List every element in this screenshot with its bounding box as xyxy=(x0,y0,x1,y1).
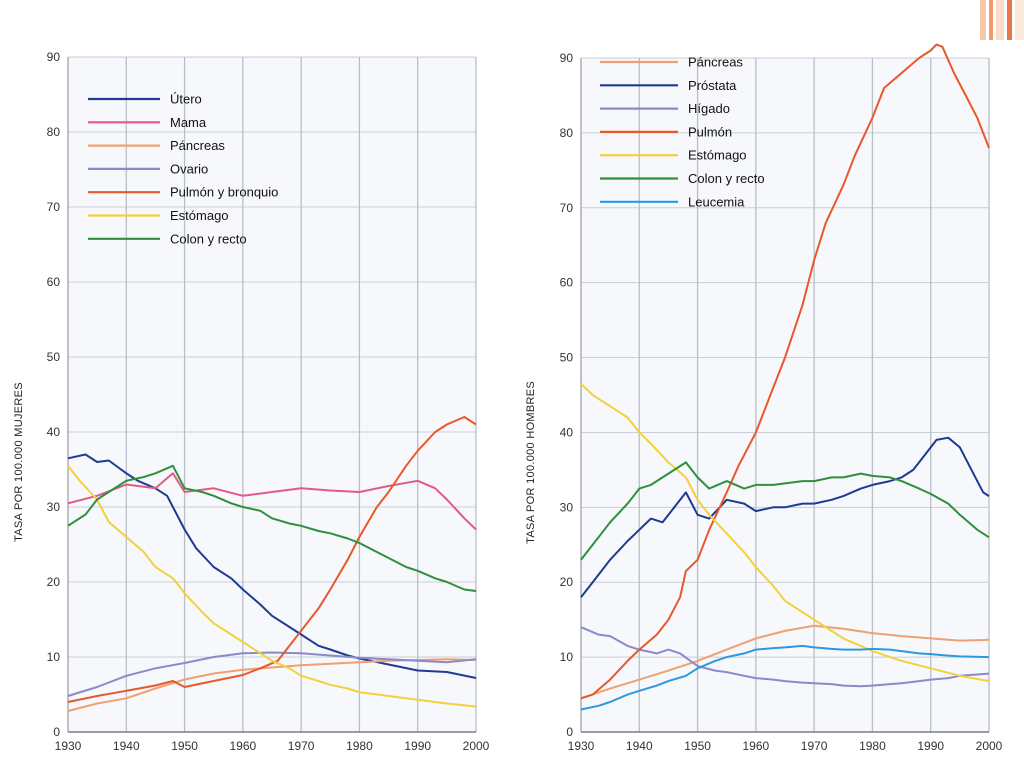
legend-label: Hígado xyxy=(688,101,730,116)
x-tick-label: 1930 xyxy=(568,739,595,753)
series-line xyxy=(580,383,990,683)
y-tick-label: 70 xyxy=(560,201,574,215)
y-tick-label: 40 xyxy=(560,425,574,439)
x-tick-label: 1960 xyxy=(230,739,257,753)
x-tick-label: 1940 xyxy=(113,739,140,753)
y-tick-label: 30 xyxy=(560,500,574,514)
y-tick-label: 20 xyxy=(47,575,61,589)
legend-label: Pulmón xyxy=(688,124,732,139)
x-tick-label: 1990 xyxy=(404,739,431,753)
slide-top-bar xyxy=(0,0,980,28)
x-tick-label: 1940 xyxy=(626,739,653,753)
series-line xyxy=(580,436,990,598)
y-tick-label: 10 xyxy=(47,650,61,664)
series-line xyxy=(580,43,990,700)
series-line xyxy=(67,416,477,703)
y-tick-label: 20 xyxy=(560,575,574,589)
x-tick-label: 1950 xyxy=(171,739,198,753)
slide-decoration xyxy=(980,0,1024,40)
y-tick-label: 50 xyxy=(560,351,574,365)
x-tick-label: 1970 xyxy=(288,739,315,753)
y-tick-label: 60 xyxy=(560,276,574,290)
y-tick-label: 40 xyxy=(47,425,61,439)
y-tick-label: 90 xyxy=(560,51,574,65)
x-tick-label: 1990 xyxy=(917,739,944,753)
series-line xyxy=(67,464,477,592)
series-line xyxy=(580,624,990,700)
series-line xyxy=(67,472,477,531)
y-tick-label: 60 xyxy=(47,275,61,289)
series-line xyxy=(67,651,477,697)
y-tick-label: 90 xyxy=(47,50,61,64)
y-axis-label: TASA POR 100.000 MUJERES xyxy=(13,382,25,542)
x-tick-label: 1950 xyxy=(684,739,711,753)
y-tick-label: 0 xyxy=(53,725,60,739)
x-tick-label: 1980 xyxy=(859,739,886,753)
x-tick-label: 2000 xyxy=(976,739,1003,753)
plot-area xyxy=(581,58,989,732)
x-tick-label: 1930 xyxy=(55,739,82,753)
plot-area xyxy=(68,57,476,732)
y-tick-label: 80 xyxy=(560,126,574,140)
legend-label: Mama xyxy=(170,115,207,130)
legend-label: Pulmón y bronquio xyxy=(170,185,278,200)
legend-label: Páncreas xyxy=(688,55,743,70)
y-tick-label: 50 xyxy=(47,350,61,364)
y-tick-label: 0 xyxy=(566,725,573,739)
y-tick-label: 70 xyxy=(47,200,61,214)
chart-women: 0 10 20 30 40 50 60 70 80 90 1930 1940 1950 1960 1970 1… xyxy=(13,50,490,753)
legend-label: Ovario xyxy=(170,161,208,176)
legend-label: Páncreas xyxy=(170,138,225,153)
legend-label: Colon y recto xyxy=(170,231,247,246)
series-line xyxy=(67,465,477,708)
series-line xyxy=(580,644,990,711)
y-tick-label: 30 xyxy=(47,500,61,514)
y-axis-label: TASA POR 100.000 HOMBRES xyxy=(525,381,537,544)
legend-label: Estómago xyxy=(688,148,747,163)
x-tick-label: 2000 xyxy=(463,739,490,753)
x-tick-label: 1980 xyxy=(346,739,373,753)
y-tick-label: 80 xyxy=(47,125,61,139)
chart-men: 0 10 20 30 40 50 60 70 80 90 1930 1940 1950 1960 1970 1… xyxy=(525,43,1003,753)
legend-label: Colon y recto xyxy=(688,171,765,186)
legend-label: Útero xyxy=(170,92,202,107)
x-tick-label: 1960 xyxy=(743,739,770,753)
y-tick-label: 10 xyxy=(560,650,574,664)
legend-label: Leucemia xyxy=(688,194,745,209)
x-tick-label: 1970 xyxy=(801,739,828,753)
series-line xyxy=(580,461,990,561)
legend-label: Próstata xyxy=(688,78,737,93)
legend-label: Estómago xyxy=(170,208,229,223)
series-line xyxy=(580,626,990,688)
